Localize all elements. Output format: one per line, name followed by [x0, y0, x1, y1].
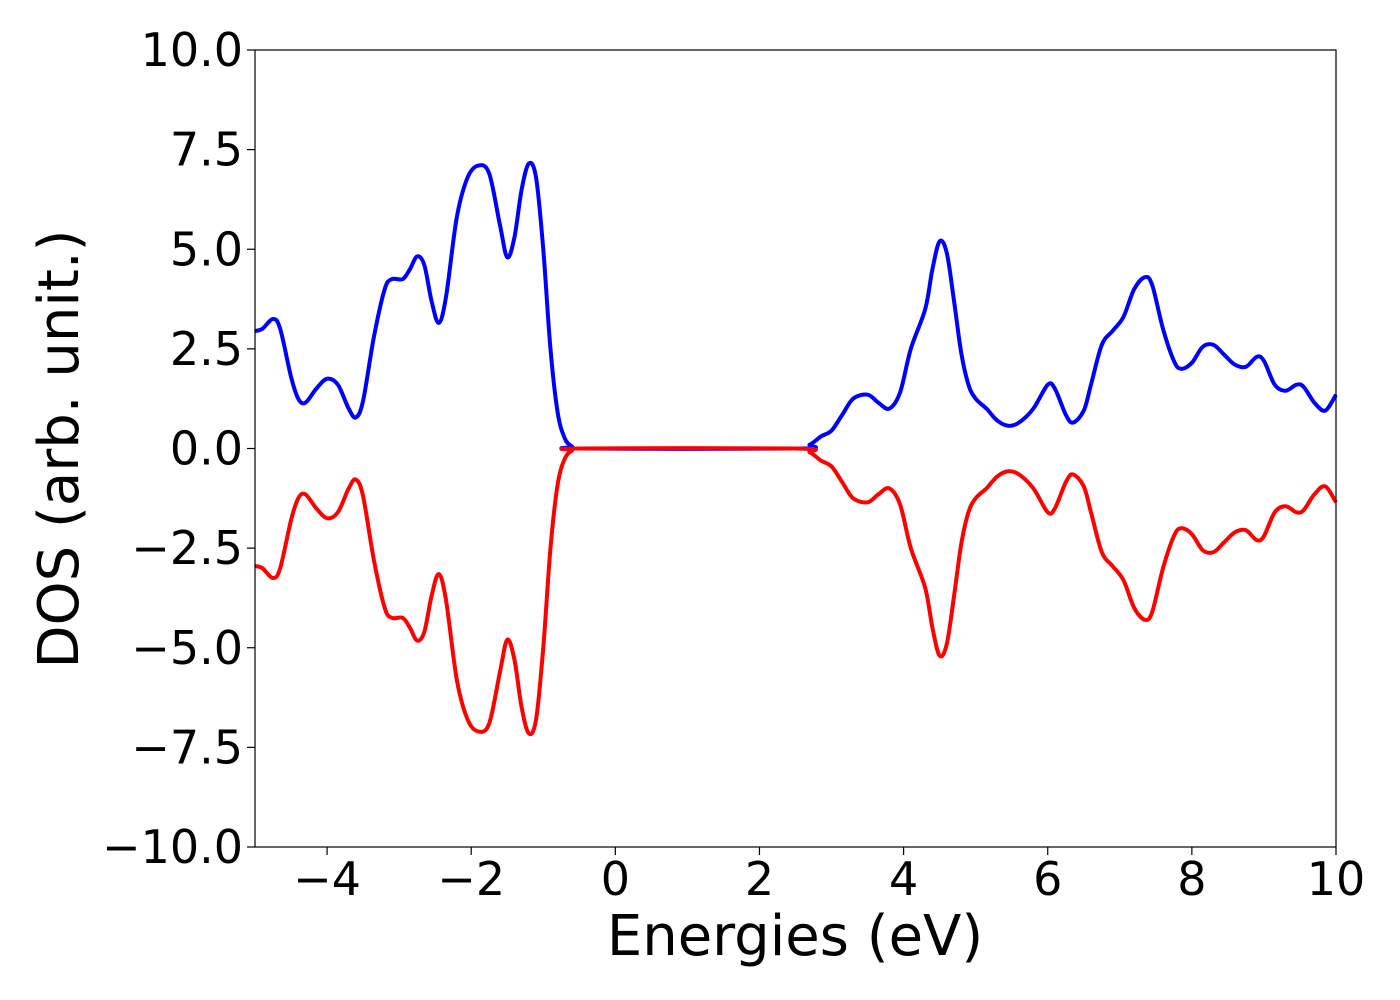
x-axis-title: Energies (eV) [607, 904, 983, 969]
x-tick-label: −2 [437, 852, 505, 906]
x-tick-label: 2 [745, 852, 774, 906]
x-tick-label: 0 [601, 852, 630, 906]
y-tick-label: −5.0 [131, 621, 243, 675]
x-tick-label: 4 [889, 852, 918, 906]
y-tick-label: 0.0 [170, 422, 243, 476]
plot-area [254, 160, 1338, 737]
y-tick-label: 5.0 [170, 222, 243, 276]
x-tick-label: −4 [293, 852, 361, 906]
y-tick-label: 2.5 [170, 322, 243, 376]
x-tick-label: 6 [1033, 852, 1062, 906]
x-tick-label: 10 [1307, 852, 1366, 906]
y-axis-title: DOS (arb. unit.) [27, 229, 92, 668]
x-axis: −4 −2 0 2 4 6 8 10 [293, 847, 1365, 906]
y-tick-label: 10.0 [141, 23, 243, 77]
y-axis: 10.0 7.5 5.0 2.5 0.0 −2.5 −5.0 −7.5 −10.0 [102, 23, 255, 874]
y-tick-label: −10.0 [102, 820, 243, 874]
y-tick-label: 7.5 [170, 123, 243, 177]
series-line-1 [254, 160, 1338, 451]
series-line-2 [254, 446, 1338, 737]
y-tick-label: −7.5 [131, 720, 243, 774]
y-tick-label: −2.5 [131, 521, 243, 575]
x-tick-label: 8 [1177, 852, 1206, 906]
